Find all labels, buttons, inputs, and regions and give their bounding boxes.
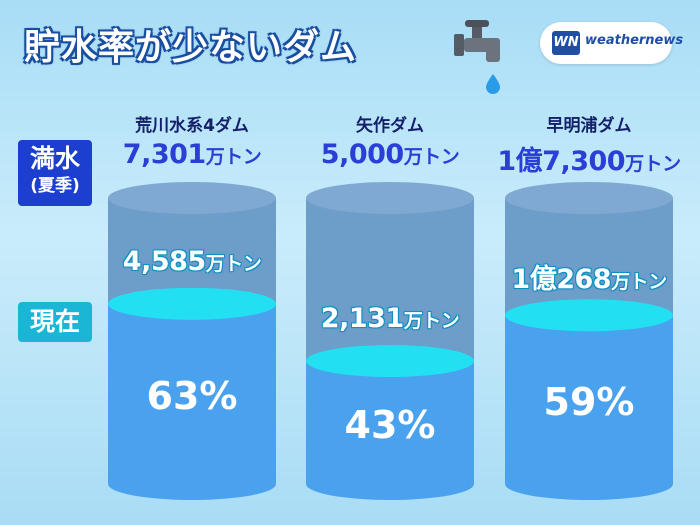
capacity-value: 5,000 <box>320 139 404 170</box>
water-surface <box>108 287 276 320</box>
capacity-value: 7,301 <box>122 139 206 170</box>
dam-percent: 43% <box>344 402 436 447</box>
dam-current-volume: 4,585万トン <box>92 246 292 277</box>
water-surface <box>306 345 474 378</box>
logo-text: weathernews <box>585 33 684 48</box>
current-unit: 万トン <box>205 252 262 275</box>
tank-top <box>505 182 673 214</box>
dam-name: 荒川水系4ダム <box>135 116 249 136</box>
weathernews-logo: WN weathernews <box>540 22 683 64</box>
dam-capacity: 1億7,300万トン <box>484 139 694 178</box>
capacity-value: 1億7,300 <box>497 146 626 177</box>
tank-top <box>306 182 474 214</box>
capacity-unit: 万トン <box>205 146 262 168</box>
dam-name: 早明浦ダム <box>546 116 632 136</box>
page-title: 貯水率が少ないダム <box>24 27 358 68</box>
legend-full-capacity: 満水 (夏季) <box>18 140 92 206</box>
current-value: 4,585 <box>122 245 206 277</box>
legend-full-season: (夏季) <box>30 176 80 196</box>
current-unit: 万トン <box>403 310 460 333</box>
dam-name: 矢作ダム <box>356 116 424 136</box>
dam-capacity: 7,301万トン <box>87 139 297 170</box>
dam-tank <box>505 182 673 500</box>
current-unit: 万トン <box>611 271 667 294</box>
dam-current-volume: 1億268万トン <box>489 257 689 296</box>
dam-percent: 59% <box>543 379 635 424</box>
dam-current-volume: 2,131万トン <box>290 303 490 334</box>
capacity-unit: 万トン <box>625 153 681 175</box>
dam-capacity: 5,000万トン <box>285 139 495 170</box>
current-value: 2,131 <box>320 303 404 335</box>
water-surface <box>505 299 673 332</box>
water-body <box>306 361 474 484</box>
current-value: 1億268 <box>511 264 612 296</box>
legend-full-label: 満水 <box>29 144 80 173</box>
legend-current: 現在 <box>18 302 92 342</box>
dam-tank <box>306 182 474 500</box>
water-body <box>505 315 673 484</box>
dam-tank <box>108 182 276 500</box>
tank-top <box>108 182 276 214</box>
water-body <box>108 303 276 484</box>
logo-mark: WN <box>552 31 580 55</box>
capacity-unit: 万トン <box>403 146 460 168</box>
faucet-icon <box>454 20 500 94</box>
dam-percent: 63% <box>146 373 238 418</box>
